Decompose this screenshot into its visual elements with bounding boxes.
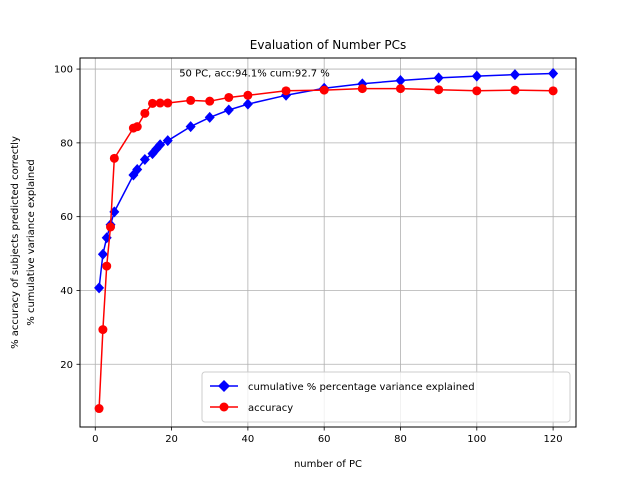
series-0-point — [509, 69, 520, 81]
legend-label-cumulative: cumulative % percentage variance explain… — [248, 382, 475, 393]
series-1-point — [243, 90, 253, 100]
chart-title: Evaluation of Number PCs — [250, 38, 406, 52]
y-tick-label: 40 — [60, 286, 73, 297]
legend-marker-cumulative — [218, 380, 230, 392]
series-1-point — [98, 325, 108, 335]
series-0-point — [548, 67, 559, 79]
series-0-point — [162, 135, 173, 147]
series-1-point — [155, 98, 165, 108]
series-1-point — [140, 108, 150, 118]
plot-area-frame — [79, 57, 577, 428]
grid — [80, 58, 576, 427]
series-1-point — [548, 86, 558, 96]
series-1-point — [102, 261, 112, 271]
series-1-point — [205, 96, 215, 106]
x-tick-label: 0 — [92, 434, 98, 445]
x-tick-label: 100 — [467, 434, 486, 445]
series-0-point — [223, 104, 234, 116]
x-axis-label: number of PC — [294, 459, 362, 470]
series-1-point — [472, 86, 482, 96]
chart-annotation: 50 PC, acc:94.1% cum:92.7 % — [179, 68, 330, 79]
series-1-point — [109, 153, 119, 163]
series-0-point — [204, 111, 215, 123]
series-1-point — [281, 86, 291, 96]
series-0-point — [139, 153, 150, 165]
series-0-point — [242, 98, 253, 110]
x-tick-label: 20 — [165, 434, 178, 445]
series-1-point — [106, 222, 116, 232]
series-1-point — [319, 85, 329, 95]
series-1-point — [224, 92, 234, 102]
series-1-point — [357, 84, 367, 94]
series-0-point — [94, 282, 105, 294]
legend-box — [201, 371, 571, 423]
legend-label-accuracy: accuracy — [248, 403, 293, 414]
ticks: 0 20 40 60 80 100 120 20 40 60 80 100 — [54, 65, 563, 445]
series-0-point — [132, 163, 143, 175]
series-1-point — [510, 85, 520, 95]
series-layer — [94, 67, 559, 414]
y-tick-label: 20 — [60, 360, 73, 371]
series-0-point — [155, 139, 166, 151]
series-1-point — [94, 404, 104, 414]
series-1-point — [132, 122, 142, 132]
x-tick-label: 120 — [544, 434, 563, 445]
series-1-point — [395, 84, 405, 94]
y-tick-label: 80 — [60, 138, 73, 149]
series-0-point — [185, 121, 196, 133]
x-tick-label: 60 — [318, 434, 331, 445]
series-0-point — [97, 248, 108, 260]
series-0-point — [433, 72, 444, 84]
series-1-point — [434, 85, 444, 95]
series-1-point — [163, 98, 173, 108]
y-axis-label-line-1: % accuracy of subjects predicted correct… — [10, 136, 21, 349]
x-tick-label: 80 — [394, 434, 407, 445]
series-1-point — [186, 95, 196, 105]
series-0-point — [395, 75, 406, 87]
y-tick-label: 100 — [54, 65, 73, 76]
legend: cumulative % percentage variance explain… — [201, 371, 571, 423]
series-0-point — [471, 70, 482, 82]
series-1-point — [147, 98, 157, 108]
x-tick-label: 40 — [242, 434, 255, 445]
y-axis-label-line-2: % cumulative variance explained — [26, 159, 37, 325]
y-tick-label: 60 — [60, 212, 73, 223]
legend-marker-accuracy — [219, 402, 229, 412]
